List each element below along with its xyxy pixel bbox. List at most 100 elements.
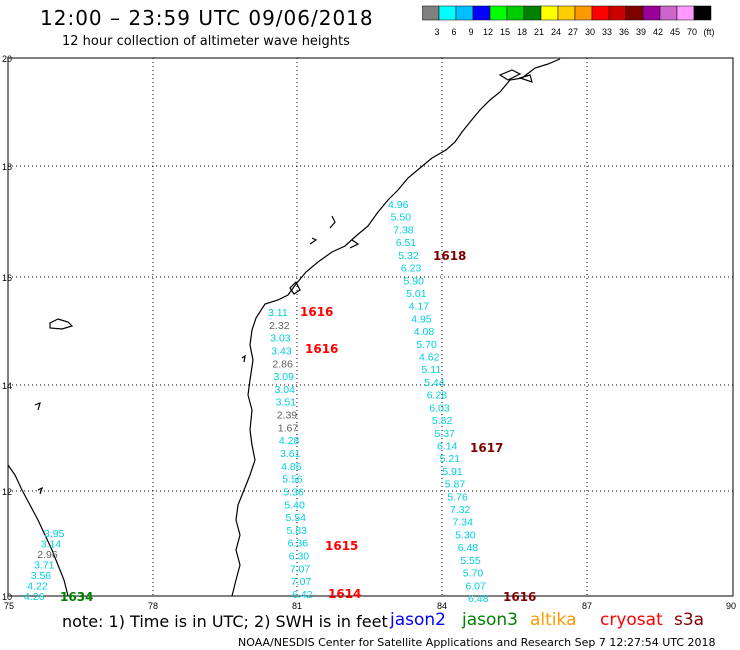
s3a-track-value: 5.21	[440, 453, 461, 465]
cryosat-track-value: 3.09	[274, 371, 295, 383]
lon-label-84: 84	[437, 601, 447, 611]
time-labels: 1618 1617 1616 1616 1616 1615 1614 1634	[60, 249, 536, 604]
cryosat-track-value: 4.28	[279, 435, 300, 447]
legend-label: 70	[687, 27, 697, 37]
cryosat-track-value: 5.54	[286, 512, 307, 524]
cryosat-track-value: 3.04	[275, 384, 296, 396]
jason3-track-value: 3.71	[34, 560, 55, 572]
s3a-track-value: 5.30	[455, 530, 476, 542]
legend-swatch	[693, 5, 712, 21]
legend-label: (ft)	[704, 27, 715, 37]
legend-label: 36	[619, 27, 629, 37]
cryosat-track-value: 5.36	[283, 487, 304, 499]
cryosat-time-1616b: 1616	[305, 342, 338, 356]
legend-label: 42	[653, 27, 663, 37]
jason3-track-value: 4.26	[24, 591, 45, 603]
satellite-jason2: jason2	[390, 610, 446, 630]
s3a-track-value: 5.01	[406, 288, 427, 300]
s3a-track-value: 4.62	[419, 352, 440, 364]
legend-label: 39	[636, 27, 646, 37]
s3a-track-value: 5.76	[447, 491, 468, 503]
s3a-time-1618: 1618	[433, 249, 466, 263]
cryosat-track-value: 3.03	[270, 333, 291, 345]
cryosat-track-value: 2.32	[269, 320, 290, 332]
lon-label-75: 75	[4, 601, 14, 611]
s3a-track-value: 6.14	[437, 441, 458, 453]
s3a-track-value: 6.28	[427, 390, 448, 402]
legend-label: 9	[468, 27, 473, 37]
cryosat-track-value: 5.83	[287, 525, 308, 537]
lat-label-20: 20	[2, 54, 12, 64]
s3a-track-value: 5.87	[445, 479, 466, 491]
cryosat-track-value: 7.07	[291, 576, 312, 588]
legend-label: 6	[451, 27, 456, 37]
footnote: note: 1) Time is in UTC; 2) SWH is in fe…	[62, 612, 388, 631]
s3a-track-value: 5.70	[463, 568, 484, 580]
map-subtitle: 12 hour collection of altimeter wave hei…	[62, 34, 350, 49]
cryosat-track-value: 6.36	[288, 538, 309, 550]
legend-label: 33	[602, 27, 612, 37]
legend-label: 24	[551, 27, 561, 37]
jason3-track-value: 3.95	[44, 528, 65, 540]
lat-label-12: 12	[2, 487, 12, 497]
s3a-time-1616: 1616	[503, 590, 536, 604]
cryosat-time-1616a: 1616	[300, 305, 333, 319]
legend-label: 12	[483, 27, 493, 37]
s3a-track-value: 5.32	[398, 250, 419, 262]
s3a-track-value: 4.96	[388, 199, 409, 211]
jason3-track-value: 3.56	[31, 570, 52, 582]
cryosat-track-value: 6.30	[289, 551, 310, 563]
color-legend: 3 6 9 12 15 18 21 24 27 30 33 36 39 42 45 70 (ft)	[422, 5, 715, 37]
jason3-time-1634: 1634	[60, 590, 93, 604]
legend-label: 15	[500, 27, 510, 37]
cryosat-track-value: 5.56	[282, 474, 303, 486]
s3a-track-value: 5.55	[460, 555, 481, 567]
jason3-track-value: 3.14	[41, 539, 62, 551]
cryosat-track-value: 1.67	[278, 422, 299, 434]
cryosat-track-value: 4.86	[281, 461, 302, 473]
s3a-track-value: 7.32	[450, 504, 471, 516]
wave-tracks: 4.965.507.386.515.326.235.905.014.174.95…	[24, 199, 489, 605]
s3a-track-value: 5.11	[422, 364, 442, 376]
satellite-altika: altika	[530, 610, 577, 630]
map-title: 12:00 – 23:59 UTC 09/06/2018	[40, 6, 374, 30]
s3a-track-value: 6.23	[401, 263, 422, 275]
s3a-track-value: 4.08	[414, 326, 435, 338]
cryosat-track-value: 3.51	[276, 397, 297, 409]
cryosat-track-value: 7.07	[290, 563, 311, 575]
s3a-track-value: 6.07	[465, 580, 486, 592]
s3a-track-value: 5.82	[432, 415, 453, 427]
legend-label: 3	[434, 27, 439, 37]
lat-label-14: 14	[2, 381, 12, 391]
s3a-time-1617: 1617	[470, 441, 503, 455]
cryosat-track-value: 2.39	[277, 410, 298, 422]
legend-label: 18	[517, 27, 527, 37]
s3a-track-value: 7.34	[453, 517, 474, 529]
s3a-track-value: 6.48	[458, 542, 479, 554]
lon-label-87: 87	[582, 601, 592, 611]
legend-label: 27	[568, 27, 578, 37]
s3a-track-value: 6.03	[429, 402, 450, 414]
s3a-track-value: 5.50	[391, 212, 412, 224]
cryosat-track-value: 2.86	[272, 358, 293, 370]
s3a-track-value: 6.51	[396, 237, 417, 249]
jason3-track-value: 2.96	[37, 549, 58, 561]
grid-lines	[8, 58, 733, 596]
cryosat-time-1615: 1615	[325, 539, 358, 553]
s3a-track-value: 5.44	[424, 377, 445, 389]
lon-label-78: 78	[148, 601, 158, 611]
lat-label-18: 18	[2, 162, 12, 172]
legend-label: 45	[670, 27, 680, 37]
credit-line: NOAA/NESDIS Center for Satellite Applica…	[238, 636, 716, 649]
lat-label-16: 16	[2, 273, 12, 283]
s3a-track-value: 5.70	[416, 339, 437, 351]
cryosat-track-value: 3.61	[280, 448, 301, 460]
cryosat-track-value: 6.42	[292, 589, 313, 601]
cryosat-time-1614: 1614	[328, 587, 361, 601]
jason3-track-value: 4.22	[27, 581, 48, 593]
s3a-track-value: 4.17	[409, 301, 430, 313]
cryosat-track-value: 3.11	[268, 307, 288, 319]
map-frame	[7, 57, 734, 597]
s3a-track-value: 6.48	[468, 593, 489, 605]
